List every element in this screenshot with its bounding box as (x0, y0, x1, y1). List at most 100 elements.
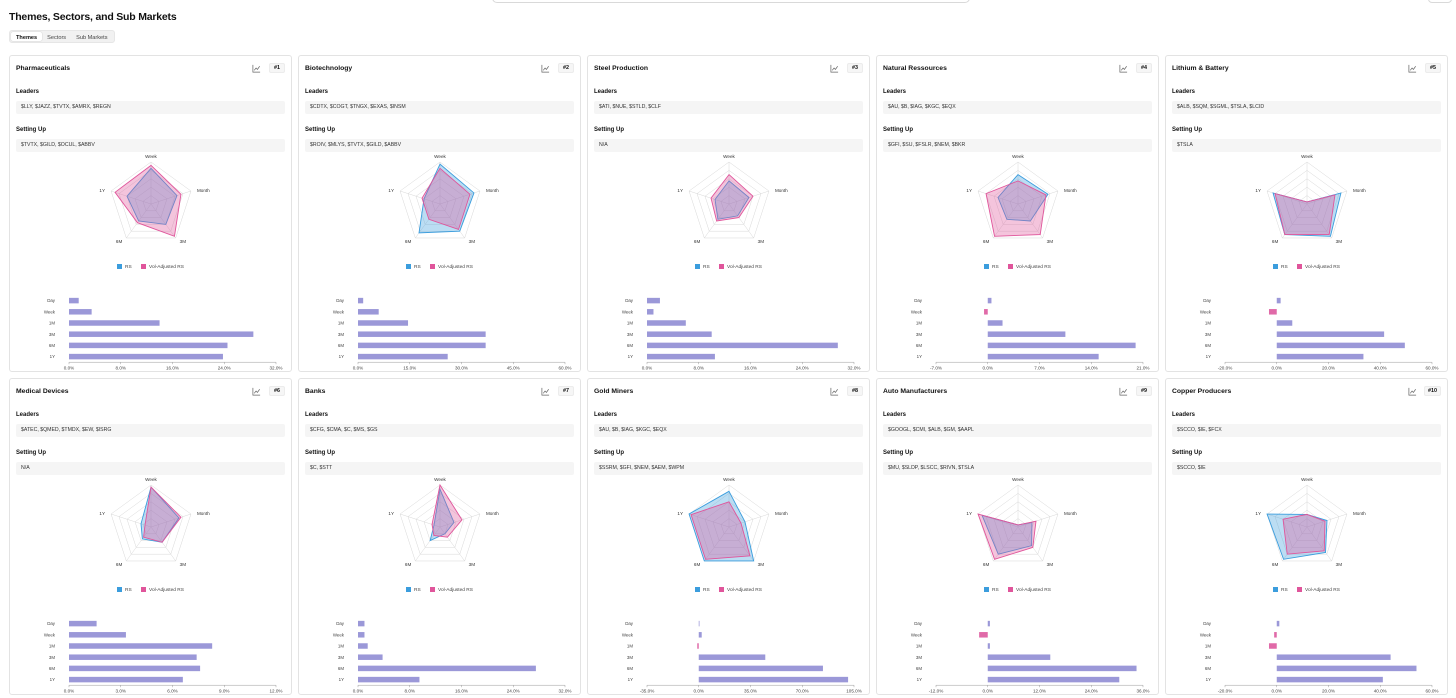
chart-legend: RS Vol-Adjusted RS (1166, 587, 1447, 593)
tab-sub-markets[interactable]: Sub Markets (76, 35, 108, 41)
leaders-tickers: $ATI, $NUE, $STLD, $CLF (594, 101, 863, 114)
line-chart-icon[interactable] (541, 387, 550, 396)
radar-axis-label: 1Y (388, 511, 394, 516)
bar-x-tick-label: 60.0% (1425, 689, 1438, 693)
radar-axis-label: 6M (116, 239, 123, 244)
bar-chart: 0.0% 8.0% 16.0% 24.0% 32.0% Day Week 1M 3M 6M 1Y (622, 297, 861, 370)
line-chart-icon[interactable] (252, 64, 261, 73)
setting-up-tickers: $C, $STT (305, 462, 574, 475)
setting-up-label: Setting Up (16, 450, 46, 456)
rs-legend-swatch (117, 587, 123, 592)
chart-legend: RS Vol-Adjusted RS (877, 587, 1158, 593)
line-chart-icon[interactable] (830, 64, 839, 73)
leaders-label: Leaders (305, 89, 329, 95)
bar-x-tick-label: 16.0% (455, 689, 468, 693)
radar-axis-label: Week (1301, 477, 1313, 482)
setting-up-tickers: $TSLA (1172, 139, 1441, 152)
radar-series-vol-adjusted (1282, 513, 1326, 555)
radar-spoke (1282, 203, 1308, 239)
tab-sectors[interactable]: Sectors (47, 35, 67, 41)
bar-category-label: 3M (627, 655, 633, 660)
radar-axis-label: 3M (469, 562, 476, 567)
leaders-tickers: $ATEC, $QMED, $TMDX, $EW, $ISRG (16, 424, 285, 437)
bar-category-label: 1M (1205, 644, 1211, 649)
radar-grid-ring (985, 170, 1051, 232)
bar-category-label: 1Y (628, 677, 633, 682)
bar-category-label: 1Y (50, 677, 55, 682)
radar-spoke (439, 513, 481, 528)
radar-axis-label: 1Y (388, 188, 394, 193)
radar-chart: Week Month 3M 6M 1Y (1255, 477, 1366, 567)
card-title: Medical Devices (16, 388, 69, 395)
setting-up-tickers: N/A (16, 462, 285, 475)
tab-themes[interactable]: Themes (11, 32, 43, 41)
leaders-label: Leaders (16, 89, 40, 95)
bar-3m (647, 331, 712, 337)
bar-category-label: Day (1203, 621, 1212, 626)
bar-x-tick-label: 45.0% (507, 366, 520, 370)
radar-axis-label: 6M (694, 239, 701, 244)
bar-category-label: 6M (338, 343, 344, 348)
radar-axis-label: Week (1012, 154, 1024, 159)
radar-grid-ring (977, 161, 1059, 239)
card-title: Pharmaceuticals (16, 65, 71, 72)
bar-3m (69, 654, 197, 660)
radar-axis-label: Month (1064, 511, 1077, 516)
radar-axis-label: 1Y (677, 188, 683, 193)
radar-spoke (150, 526, 176, 562)
line-chart-icon[interactable] (1408, 64, 1417, 73)
radar-axis-label: 3M (1336, 239, 1343, 244)
line-chart-icon[interactable] (541, 64, 550, 73)
line-chart-icon[interactable] (252, 387, 261, 396)
theme-card-6: Medical Devices #6 Leaders $ATEC, $QMED,… (9, 378, 292, 695)
radar-axis-label: 3M (180, 239, 187, 244)
bar-category-label: 1Y (917, 677, 922, 682)
radar-chart: Week Month 3M 6M 1Y (388, 154, 499, 244)
radar-axis-label: 3M (1047, 239, 1054, 244)
radar-axis-label: 3M (469, 239, 476, 244)
bar-category-label: Week (44, 309, 56, 314)
rs-legend-label: RS (992, 588, 999, 593)
bar-3m (358, 654, 383, 660)
bar-6m (358, 665, 536, 672)
bar-x-tick-label: 15.0% (403, 366, 416, 370)
rs-legend-swatch (117, 264, 123, 269)
radar-axis-label: Month (197, 511, 210, 516)
rank-badge: #7 (558, 386, 574, 396)
radar-series-rs (1266, 513, 1328, 560)
bar-x-tick-label: 0.0% (1272, 366, 1282, 370)
bar-category-label: Day (336, 621, 345, 626)
line-chart-icon[interactable] (830, 387, 839, 396)
line-chart-icon[interactable] (1119, 387, 1128, 396)
bar-category-label: 6M (49, 666, 55, 671)
bar-x-tick-label: 70.0% (796, 689, 809, 693)
top-right-control[interactable] (1428, 0, 1452, 3)
radar-series-vol-adjusted (977, 513, 1037, 560)
radar-spoke (1017, 513, 1059, 528)
rs-legend-label: RS (703, 588, 710, 593)
leaders-tickers: $GOOGL, $CMI, $ALB, $GM, $AAPL (883, 424, 1152, 437)
bar-x-tick-label: 7.0% (1034, 366, 1044, 370)
rank-badge: #2 (558, 63, 574, 73)
radar-axis-label: Week (723, 477, 735, 482)
bar-category-label: 1M (627, 644, 633, 649)
bar-day (987, 620, 990, 627)
vol-legend-swatch (1008, 587, 1014, 592)
bar-1y (69, 353, 223, 360)
global-search-bar[interactable] (492, 0, 970, 3)
bar-x-tick-label: 35.0% (744, 689, 757, 693)
bar-category-label: 3M (338, 655, 344, 660)
radar-axis-label: 3M (1047, 562, 1054, 567)
bar-category-label: Day (914, 621, 923, 626)
rank-badge: #10 (1424, 386, 1441, 396)
bar-category-label: 1M (1205, 321, 1211, 326)
theme-card-7: Banks #7 Leaders $CFG, $CMA, $C, $MS, $G… (298, 378, 581, 695)
line-chart-icon[interactable] (1119, 64, 1128, 73)
radar-grid-ring (977, 484, 1059, 562)
radar-spoke (1282, 526, 1308, 562)
line-chart-icon[interactable] (1408, 387, 1417, 396)
bar-category-label: Day (625, 621, 634, 626)
radar-grid-ring (1274, 493, 1340, 555)
bar-category-label: Week (911, 309, 923, 314)
radar-axis-label: 6M (983, 239, 990, 244)
